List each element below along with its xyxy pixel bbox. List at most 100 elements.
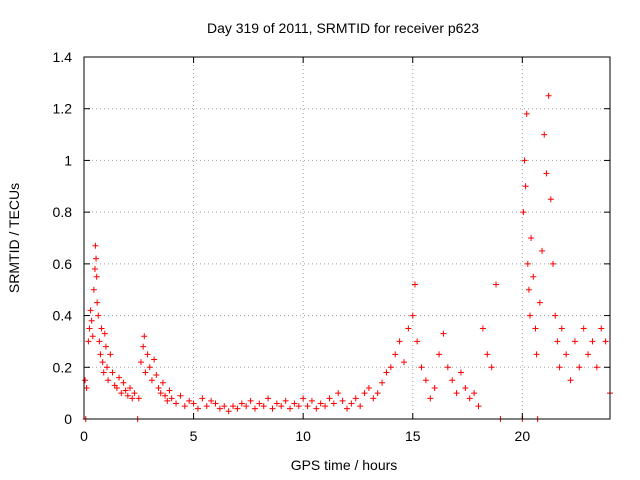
- data-point: [135, 395, 142, 402]
- data-point: [361, 390, 368, 397]
- data-points: [82, 92, 613, 422]
- data-point: [471, 390, 478, 397]
- data-point: [157, 390, 164, 397]
- data-point: [422, 377, 429, 384]
- data-point: [93, 273, 100, 280]
- y-tick-label: 1: [64, 152, 72, 168]
- data-point: [357, 403, 364, 410]
- data-point: [83, 384, 90, 391]
- data-point: [140, 343, 147, 350]
- data-point: [554, 338, 561, 345]
- data-point: [225, 408, 232, 415]
- data-point: [308, 397, 315, 404]
- data-point: [418, 364, 425, 371]
- data-point: [94, 299, 101, 306]
- plot-frame: [83, 56, 611, 420]
- data-point: [238, 400, 245, 407]
- data-point: [479, 325, 486, 332]
- data-point: [159, 379, 166, 386]
- data-point: [335, 390, 342, 397]
- data-point: [137, 359, 144, 366]
- x-tick-label: 5: [190, 428, 198, 444]
- data-point: [118, 390, 125, 397]
- data-point: [530, 273, 537, 280]
- data-point: [98, 325, 105, 332]
- x-tick-label: 10: [295, 428, 311, 444]
- data-point: [528, 235, 535, 241]
- data-point: [282, 397, 289, 404]
- data-point: [589, 338, 596, 345]
- x-tick-label: 15: [405, 428, 421, 444]
- data-point: [203, 403, 210, 410]
- data-point: [265, 395, 272, 402]
- data-point: [558, 325, 565, 332]
- data-point: [552, 312, 559, 319]
- data-point: [522, 183, 529, 190]
- data-point: [339, 397, 346, 404]
- data-point: [89, 333, 96, 340]
- data-point: [304, 403, 311, 410]
- data-point: [475, 403, 482, 410]
- y-tick-label: 0.8: [53, 204, 73, 220]
- data-point: [427, 395, 434, 402]
- data-point: [162, 392, 169, 399]
- data-point: [142, 369, 149, 376]
- data-point: [148, 377, 155, 384]
- data-point: [208, 397, 215, 404]
- data-point: [177, 392, 184, 399]
- data-point: [488, 364, 495, 371]
- data-point: [484, 351, 491, 358]
- grid: [84, 57, 610, 419]
- data-point: [532, 325, 539, 332]
- data-point: [113, 384, 120, 391]
- data-point: [533, 351, 540, 358]
- data-point: [87, 307, 94, 314]
- x-tick-label: 0: [80, 428, 88, 444]
- y-tick-label: 0: [64, 411, 72, 427]
- data-point: [95, 312, 102, 319]
- data-point: [563, 351, 570, 358]
- data-point: [151, 356, 158, 363]
- data-point: [550, 260, 557, 267]
- data-point: [105, 377, 112, 384]
- data-point: [100, 369, 107, 376]
- data-point: [129, 395, 136, 402]
- x-tick-label: 20: [515, 428, 531, 444]
- data-point: [457, 369, 464, 376]
- data-point: [523, 110, 530, 117]
- data-point: [379, 379, 386, 386]
- y-tick-label: 0.2: [53, 359, 73, 375]
- data-point: [291, 400, 298, 407]
- data-point: [186, 397, 193, 404]
- data-point: [234, 405, 241, 412]
- data-point: [102, 343, 109, 350]
- data-point: [602, 338, 609, 345]
- data-point: [576, 364, 583, 371]
- data-point: [383, 369, 390, 376]
- data-point: [524, 260, 531, 267]
- data-point: [436, 351, 443, 358]
- data-point: [326, 395, 333, 402]
- data-point: [536, 299, 543, 306]
- data-point: [124, 392, 131, 399]
- data-point: [585, 351, 592, 358]
- data-point: [181, 403, 188, 410]
- data-point: [85, 338, 92, 345]
- data-point: [155, 384, 162, 391]
- data-point: [144, 351, 151, 358]
- data-point: [97, 351, 104, 358]
- data-point: [440, 330, 447, 337]
- data-point: [92, 242, 99, 249]
- data-point: [545, 92, 552, 99]
- data-point: [109, 369, 116, 376]
- data-point: [330, 400, 337, 407]
- data-point: [313, 405, 320, 412]
- data-point: [164, 397, 171, 404]
- y-tick-label: 0.4: [53, 308, 73, 324]
- x-axis-label: GPS time / hours: [291, 457, 398, 473]
- data-point: [317, 400, 324, 407]
- data-point: [525, 286, 532, 293]
- data-point: [539, 247, 546, 254]
- data-point: [127, 384, 134, 391]
